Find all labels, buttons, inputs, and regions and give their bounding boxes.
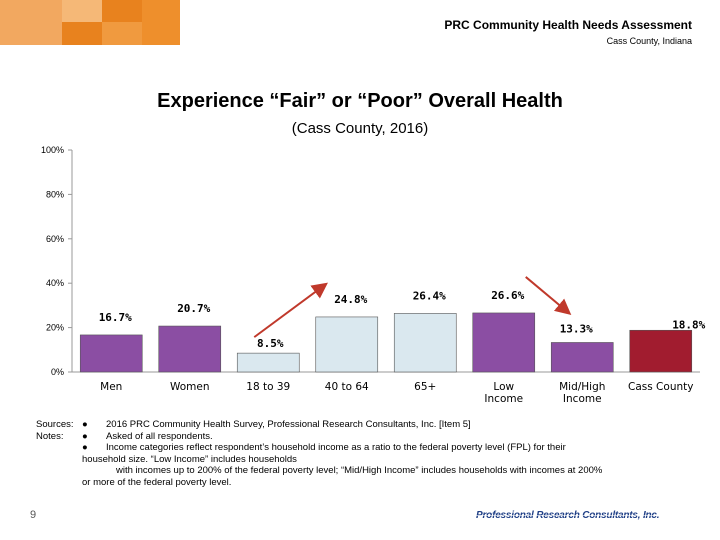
data-label: 18.8% <box>672 318 705 331</box>
bar <box>629 329 693 373</box>
x-tick-label: Women <box>170 381 210 393</box>
header-subtitle: Cass County, Indiana <box>606 36 692 46</box>
y-tick-label: 60% <box>46 234 64 244</box>
y-tick-label: 20% <box>46 323 64 333</box>
bar <box>393 313 457 373</box>
bullet-icon: ● <box>82 430 88 442</box>
x-tick-label: Low <box>493 381 514 393</box>
note-line-3: Income categories reflect respondent’s h… <box>106 442 566 453</box>
note-line-2: Asked of all respondents. <box>106 430 213 442</box>
bar <box>79 334 143 373</box>
y-tick-label: 100% <box>41 145 64 155</box>
notes-block: Sources: ● 2016 PRC Community Health Sur… <box>36 419 696 488</box>
x-tick-label: Men <box>100 381 122 393</box>
data-label: 26.4% <box>413 289 446 302</box>
x-tick-label: Income <box>484 393 523 405</box>
notes-label: Notes: <box>36 430 64 442</box>
x-tick-label: Mid/High <box>559 381 605 393</box>
data-label: 16.7% <box>99 311 132 324</box>
bar <box>550 342 614 373</box>
data-label: 8.5% <box>257 337 284 350</box>
bar <box>315 316 379 373</box>
header-title: PRC Community Health Needs Assessment <box>444 18 692 32</box>
chart-title: Experience “Fair” or “Poor” Overall Heal… <box>157 90 563 112</box>
data-label: 24.8% <box>334 293 367 306</box>
trend-arrow <box>253 282 328 338</box>
bar <box>158 325 222 373</box>
note-line-1: 2016 PRC Community Health Survey, Profes… <box>106 419 471 430</box>
x-tick-label: 40 to 64 <box>325 381 369 393</box>
data-label: 26.6% <box>491 289 524 302</box>
trend-arrow <box>525 276 572 316</box>
bar <box>472 312 536 373</box>
y-tick-label: 0% <box>51 367 64 377</box>
sources-label: Sources: <box>36 419 74 430</box>
page-number: 9 <box>30 509 37 521</box>
corner-decoration <box>0 0 180 45</box>
note-line-4: household size. “Low Income” includes ho… <box>82 453 297 465</box>
x-tick-label: Cass County <box>628 381 693 393</box>
chart-subtitle: (Cass County, 2016) <box>291 120 429 137</box>
note-line-5: with incomes up to 200% of the federal p… <box>116 465 603 476</box>
bar <box>236 352 300 373</box>
y-tick-label: 40% <box>46 278 64 288</box>
x-tick-label: Income <box>563 393 602 405</box>
x-tick-label: 18 to 39 <box>246 381 290 393</box>
note-line-6: or more of the federal poverty level. <box>82 476 232 488</box>
bar-chart: 0% 20% 40% 60% 80% 100% 16.7% Men 20.7% Women 8.5%… <box>41 145 706 405</box>
bullet-icon: ● <box>82 419 88 430</box>
x-tick-label: 65+ <box>414 381 436 393</box>
data-label: 13.3% <box>560 322 593 335</box>
prc-logo: Professional Research Consultants, Inc. <box>476 510 660 521</box>
bullet-icon: ● <box>82 442 88 453</box>
data-label: 20.7% <box>177 302 210 315</box>
y-tick-label: 80% <box>46 189 64 199</box>
